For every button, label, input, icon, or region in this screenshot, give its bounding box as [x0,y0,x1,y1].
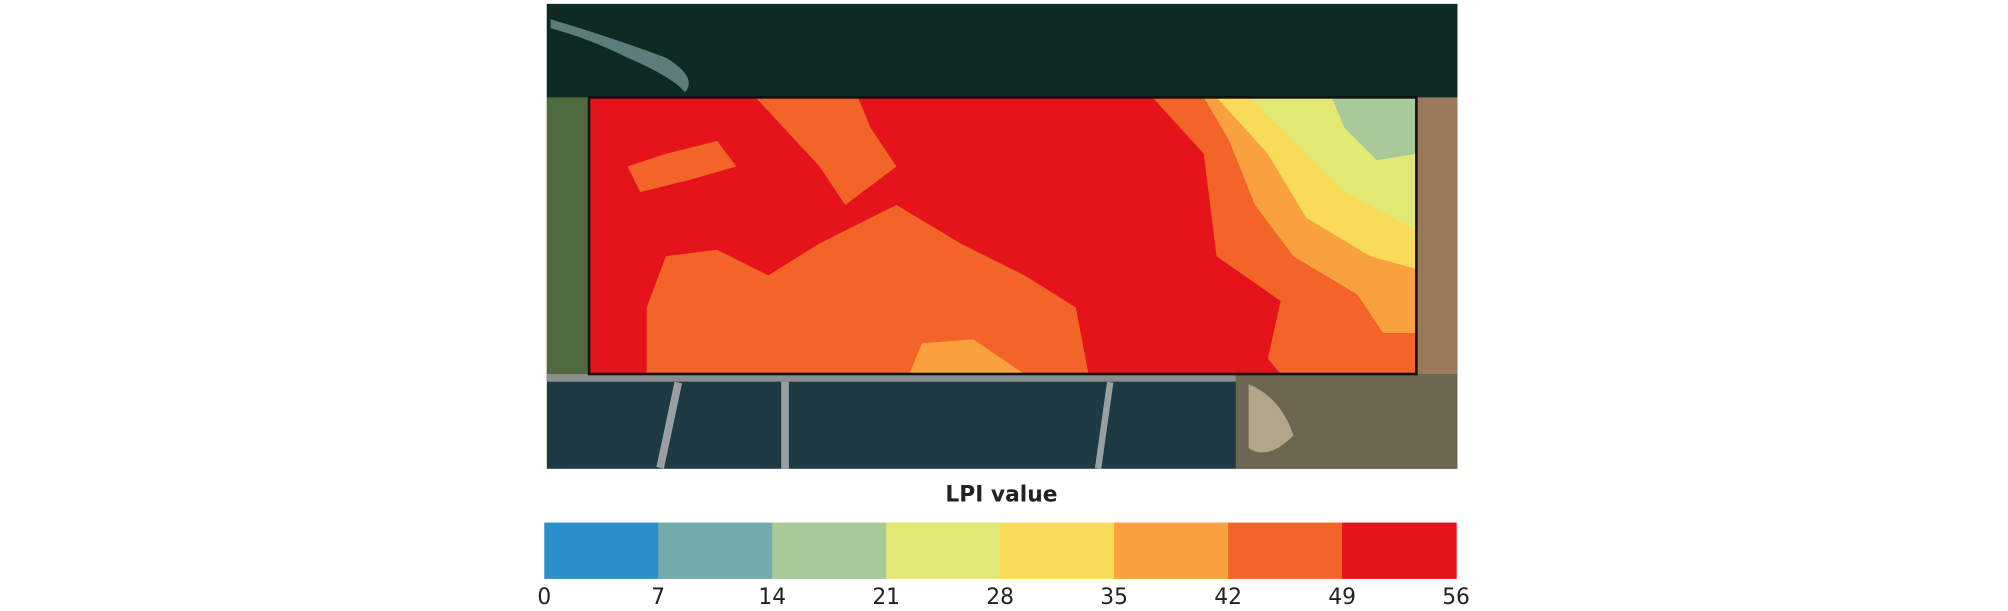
tick-label: 56 [1442,585,1470,610]
tick-label: 14 [758,585,786,610]
tick-label: 7 [651,585,665,610]
tick-label: 28 [986,585,1014,610]
tick-label: 42 [1214,585,1242,610]
color-swatch [772,522,887,579]
color-swatch [1228,522,1343,579]
color-swatch [886,522,1001,579]
color-swatch [658,522,773,579]
color-swatch [1000,522,1115,579]
tick-label: 49 [1328,585,1356,610]
lpi-heatmap [587,96,1418,376]
color-swatch [544,522,659,579]
color-swatch [1114,522,1229,579]
colorbar: 0 7 14 21 28 35 42 49 56 [537,522,1470,610]
tick-label: 0 [537,585,551,610]
tick-label: 35 [1100,585,1128,610]
tick-label: 21 [872,585,900,610]
legend-title: LPI value [945,483,1057,508]
color-swatch [1342,522,1457,579]
